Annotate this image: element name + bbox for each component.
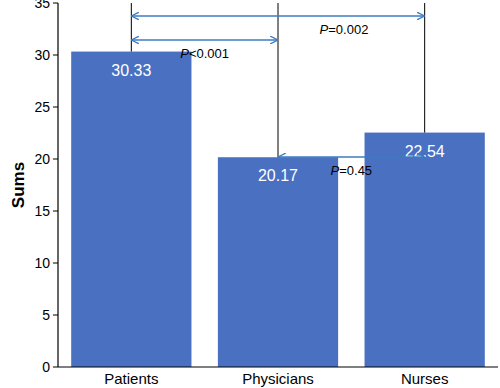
bar (71, 52, 191, 367)
bar (218, 157, 338, 367)
y-tick (53, 159, 58, 160)
comparison-arrow (132, 39, 277, 40)
y-tick (53, 263, 58, 264)
y-tick (53, 107, 58, 108)
y-tick-label: 10 (34, 255, 50, 271)
p-value: <0.001 (189, 46, 229, 61)
y-tick-label: 35 (34, 0, 50, 11)
data-label: 30.33 (111, 62, 151, 79)
p-value-label: P=0.45 (331, 163, 373, 178)
y-tick-label: 5 (42, 307, 50, 323)
y-tick (53, 211, 58, 212)
y-tick-label: 30 (34, 47, 50, 63)
x-tick-label: Physicians (242, 370, 314, 387)
data-label: 20.17 (258, 167, 298, 184)
connector-line (131, 3, 132, 52)
y-tick (53, 315, 58, 316)
y-tick-label: 15 (34, 203, 50, 219)
chart-container: 0 5 10 15 20 25 30 35 Sums Patients Physicians Nurs… (0, 0, 500, 388)
p-symbol: P (331, 163, 340, 178)
connector-line (424, 3, 425, 133)
y-axis (57, 3, 58, 367)
p-value-label: P=0.002 (320, 22, 369, 37)
comparison-arrow (279, 156, 424, 157)
x-tick-label: Nurses (401, 370, 449, 387)
y-tick-label: 20 (34, 151, 50, 167)
y-tick (53, 3, 58, 4)
y-axis-label: Sums (9, 162, 28, 208)
x-axis (58, 366, 498, 367)
x-tick-label: Patients (104, 370, 158, 387)
p-value: =0.002 (328, 22, 368, 37)
chart-svg: 0 5 10 15 20 25 30 35 Sums Patients Physicians Nurs… (0, 0, 500, 388)
comparison-arrow (132, 15, 423, 16)
p-value-label: P<0.001 (180, 46, 229, 61)
y-tick-label: 25 (34, 99, 50, 115)
y-tick (53, 367, 58, 368)
bar (365, 133, 485, 367)
p-symbol: P (180, 46, 189, 61)
p-value: =0.45 (339, 163, 372, 178)
p-symbol: P (320, 22, 329, 37)
y-tick (53, 55, 58, 56)
y-tick-label: 0 (42, 359, 50, 375)
connector-line (278, 3, 279, 157)
